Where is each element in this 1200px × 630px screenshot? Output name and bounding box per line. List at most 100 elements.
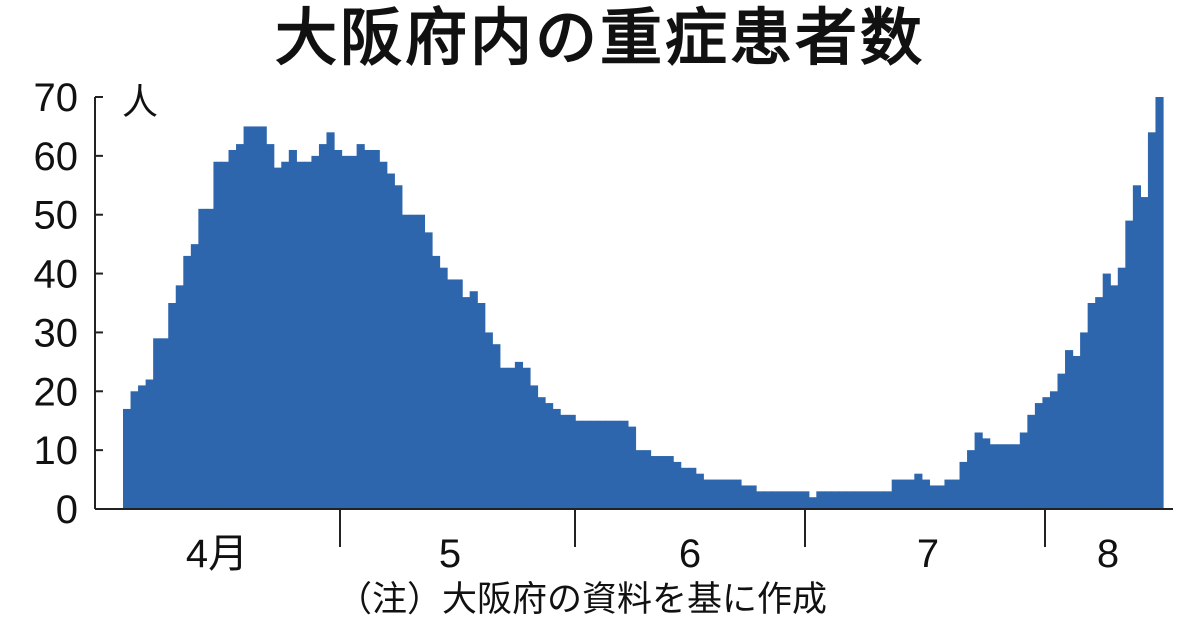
bar [869,491,878,509]
chart-title: 大阪府内の重症患者数 [274,1,925,74]
bar [168,303,177,509]
bar [620,420,629,509]
bar [198,208,207,509]
bar [190,244,199,509]
bar [130,391,139,509]
bar [138,385,147,509]
bar [801,491,810,509]
bar [740,485,750,509]
y-tick-label: 40 [34,253,79,297]
bar [492,344,501,509]
bar [778,491,787,509]
bar [349,155,358,510]
bar [1095,297,1104,509]
bar [386,173,395,509]
bar [944,479,953,509]
bar [763,491,772,509]
bar [1034,403,1044,509]
y-tick-label: 10 [34,429,79,473]
bar [673,461,682,509]
bar [447,279,456,509]
month-label: 5 [439,532,461,576]
bar [431,255,441,509]
bar [552,408,561,509]
bar [394,185,403,510]
bar [251,126,260,510]
y-tick-label: 20 [34,370,79,414]
bars-group [123,97,1164,510]
bar [153,338,162,509]
bar [303,161,313,510]
bar [1004,444,1013,509]
bar [951,479,961,509]
bar [831,491,840,509]
bar [756,491,765,509]
bar [160,338,169,509]
bar [311,155,320,510]
bar [733,479,742,509]
bar [710,479,719,509]
y-unit-label: 人 [122,82,158,123]
bar [296,161,305,510]
bar [575,420,584,509]
x-labels-group: 4月 5 6 7 8 [186,509,1119,576]
bar [876,491,885,509]
bar [854,491,863,509]
bar [884,491,893,509]
bar [341,155,350,510]
bar [364,149,373,509]
bar [1057,373,1066,509]
bar [658,456,667,509]
bar [680,467,689,509]
bar [959,461,968,509]
bar [1140,197,1149,509]
bar [688,467,697,509]
bar [545,403,554,509]
bar [1132,185,1141,510]
bar [213,161,222,510]
bar [997,444,1006,509]
bar [1065,350,1074,509]
bar [334,149,343,509]
bar [748,485,757,509]
bar [823,491,833,509]
bar [537,397,546,509]
y-tick-label: 50 [34,194,79,238]
bar [228,149,237,509]
bar [982,438,991,509]
bar [929,485,938,509]
bar [1019,432,1028,509]
bar [899,479,908,509]
bar [590,420,599,509]
bar [281,161,290,510]
bar [627,426,637,509]
bar [921,479,930,509]
bar [416,214,426,509]
bar [1080,332,1089,509]
bar [808,497,817,509]
bar [560,414,569,509]
y-ticks-group: 0 10 20 30 40 50 60 70 [34,76,103,532]
bar [288,149,297,509]
bar [1072,355,1081,509]
bar [914,473,923,509]
bar [665,456,674,509]
bar [318,144,328,509]
bar [974,432,983,509]
bar [507,367,516,509]
bar [266,144,275,509]
bar [861,491,870,509]
bar [718,479,727,509]
bar [612,420,621,509]
bar [703,479,712,509]
y-tick-label: 70 [34,76,79,120]
bar [123,408,132,509]
bar [786,491,795,509]
bar [1027,414,1036,509]
bar [326,132,335,509]
bar [1102,273,1111,509]
bar [356,144,365,509]
month-label: 8 [1097,532,1119,576]
bar [605,420,614,509]
month-label: 7 [917,532,939,576]
